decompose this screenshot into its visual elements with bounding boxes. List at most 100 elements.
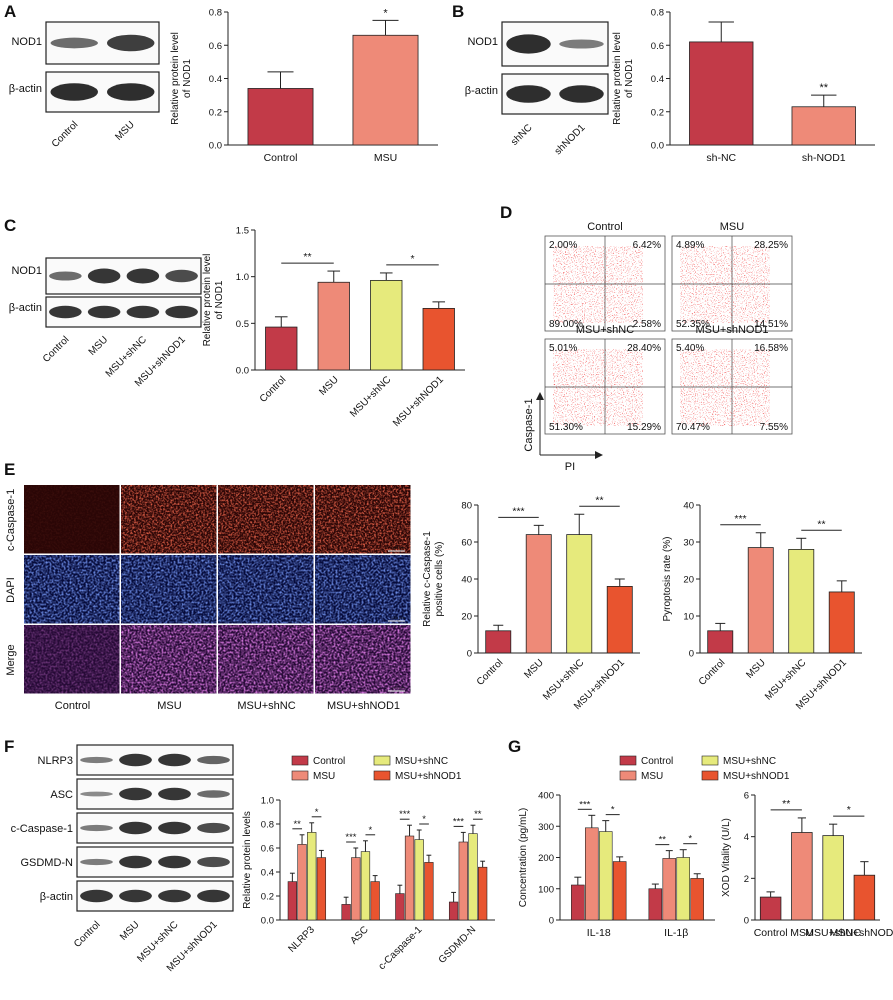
y-tick-label: 10 (683, 612, 694, 623)
bar (690, 878, 704, 921)
blot-band (87, 305, 121, 319)
y-tick-label: 0.0 (261, 916, 274, 927)
bar (287, 881, 297, 921)
significance-label: *** (579, 799, 590, 810)
significance-label: ** (819, 82, 828, 94)
bar (307, 832, 317, 921)
significance-label: *** (453, 816, 464, 827)
y-tick-label: 40 (461, 575, 472, 586)
x-tick-label: c-Caspase-1 (377, 924, 425, 972)
panel-f-blot-strip (76, 846, 234, 878)
y-axis-label: XOD Vitality (U/L) (721, 818, 732, 897)
bar (828, 591, 855, 654)
x-tick-label: Control (754, 927, 788, 939)
significance-label: ** (474, 809, 482, 820)
y-axis-label: Relative protein level (170, 32, 181, 125)
x-tick-label: IL-1β (664, 927, 688, 939)
micrograph-signal (121, 485, 217, 554)
y-tick-label: 0.0 (209, 141, 222, 152)
bar (853, 874, 876, 921)
panel-b-blot-row-label: β-actin (465, 85, 498, 97)
flow-quadrant-ll: 89.00% (549, 319, 583, 330)
flow-axis-y-arrowhead (536, 392, 544, 400)
scale-bar-label: 100 μm (392, 685, 406, 690)
micrograph-column-label: MSU+shNOD1 (327, 700, 400, 712)
bar (759, 896, 782, 921)
panel-letter-b: B (452, 2, 465, 21)
y-tick-label: 30 (683, 538, 694, 549)
flow-quadrant-ll: 70.47% (676, 422, 710, 433)
blot-band (197, 889, 230, 903)
flow-quadrant-ul: 2.00% (549, 240, 577, 251)
legend-label: Control (641, 756, 673, 767)
panel-c-chart (251, 229, 465, 371)
y-tick-label: 1.0 (236, 272, 249, 283)
panel-b-blot-row-label: NOD1 (467, 36, 498, 48)
bar (662, 858, 677, 921)
legend-swatch (701, 770, 719, 781)
significance-label: * (422, 814, 426, 825)
blot-band (126, 305, 160, 319)
significance-label: * (410, 253, 414, 265)
blot-band (107, 34, 155, 52)
y-tick-label: 0.8 (209, 8, 222, 19)
significance-label: ** (595, 494, 603, 506)
x-tick-label: MSU (744, 657, 768, 681)
flow-plot (544, 338, 666, 435)
flow-quadrant-ur: 16.58% (754, 343, 788, 354)
micrograph-signal (24, 555, 120, 624)
x-tick-label: MSU (790, 927, 813, 939)
blot-band (80, 756, 113, 764)
flow-quadrant-lr: 7.55% (760, 422, 788, 433)
legend-label: MSU+shNOD1 (395, 771, 462, 782)
significance-label: ** (782, 798, 790, 810)
panel-letter-a: A (4, 2, 17, 21)
legend-swatch (291, 755, 309, 766)
micrograph-column-label: MSU (157, 700, 182, 712)
micrograph-signal (315, 625, 411, 694)
significance-label: *** (345, 832, 356, 843)
panel-c-blot-row-label: β-actin (9, 302, 42, 314)
legend-label: MSU (641, 771, 663, 782)
x-tick-label: MSU (374, 152, 397, 164)
y-tick-label: 60 (461, 538, 472, 549)
scale-bar-label: 100 μm (392, 615, 406, 620)
bar (689, 41, 754, 146)
micrograph-row-label: DAPI (5, 577, 17, 603)
y-tick-label: 1.0 (261, 796, 274, 807)
micrograph-signal (24, 625, 120, 694)
panel-letter-c: C (4, 216, 17, 235)
x-tick-label: sh-NC (706, 152, 736, 164)
flow-quadrant-ur: 28.25% (754, 240, 788, 251)
x-tick-label: MSU+shNC (348, 374, 393, 419)
micrograph-column-label: Control (55, 700, 90, 712)
flow-plot (671, 338, 793, 435)
blot-band (506, 85, 551, 103)
significance-label: *** (399, 809, 410, 820)
legend-label: MSU+shNOD1 (723, 771, 790, 782)
panel-f-blot-strip (76, 880, 234, 912)
bar (791, 832, 813, 921)
blot-band (197, 755, 230, 765)
y-tick-label: 4 (744, 832, 749, 843)
blot-band (50, 37, 98, 49)
micrograph-signal (218, 555, 314, 624)
panel-a-blot-nod1 (45, 21, 160, 65)
panel-f-blot-row-label: c-Caspase-1 (11, 823, 73, 835)
panel-c-lane-label: Control (41, 334, 72, 365)
significance-label: * (611, 805, 615, 816)
blot-band (158, 753, 191, 767)
panel-a-blot-row-label: β-actin (9, 83, 42, 95)
panel-c-blot-actin (45, 296, 202, 328)
flow-quadrant-ur: 6.42% (633, 240, 661, 251)
bar (485, 630, 512, 654)
flow-quadrant-ul: 4.89% (676, 240, 704, 251)
blot-band (87, 268, 121, 284)
panel-f-lane-label: MSU (118, 919, 142, 943)
panel-a-lane-label: MSU (113, 119, 137, 143)
flow-plot-title: Control (587, 221, 622, 233)
y-tick-label: 0.6 (209, 41, 222, 52)
flow-quadrant-lr: 2.58% (633, 319, 661, 330)
flow-plot-title: MSU (720, 221, 745, 233)
